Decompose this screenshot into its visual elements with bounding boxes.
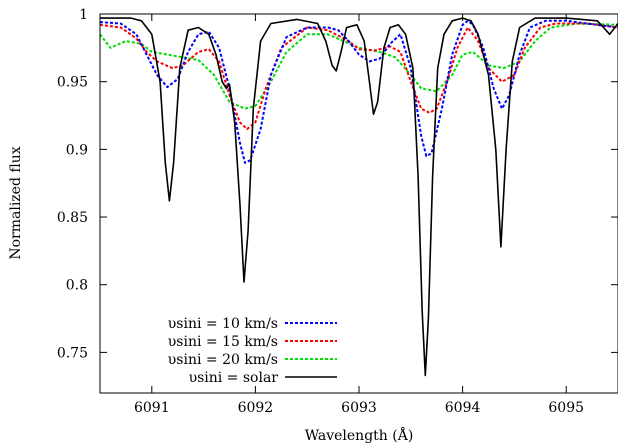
y-tick-label: 0.95 <box>57 75 88 91</box>
x-tick-label: 6091 <box>134 400 170 416</box>
tick-labels: 6091 6092 6093 6094 6095 0.75 0.8 0.85 0.9 0.95 1 <box>57 7 584 416</box>
legend: υsini = 10 km/s υsini = 15 km/s υsini = 20… <box>168 316 337 386</box>
x-tick-label: 6092 <box>238 400 274 416</box>
legend-label: υsini = 20 km/s <box>168 352 278 368</box>
y-tick-label: 0.9 <box>66 142 88 158</box>
y-tick-label: 0.8 <box>66 278 88 294</box>
series-line-1 <box>100 19 618 164</box>
legend-label: υsini = 10 km/s <box>168 316 278 332</box>
y-tick-label: 0.85 <box>57 210 88 226</box>
x-tick-label: 6094 <box>445 400 481 416</box>
series-line-4 <box>100 17 618 377</box>
x-axis-title: Wavelength (Å) <box>305 426 414 444</box>
y-axis-title: Normalized flux <box>8 146 24 259</box>
legend-label: υsini = 15 km/s <box>168 334 278 350</box>
series-layer <box>100 17 618 377</box>
series-line-2 <box>100 22 618 131</box>
x-tick-label: 6093 <box>341 400 377 416</box>
x-tick-label: 6095 <box>548 400 584 416</box>
y-tick-label: 0.75 <box>57 345 88 361</box>
legend-label: υsini = solar <box>189 370 279 386</box>
plot-frame <box>99 13 618 394</box>
y-tick-label: 1 <box>79 7 88 23</box>
